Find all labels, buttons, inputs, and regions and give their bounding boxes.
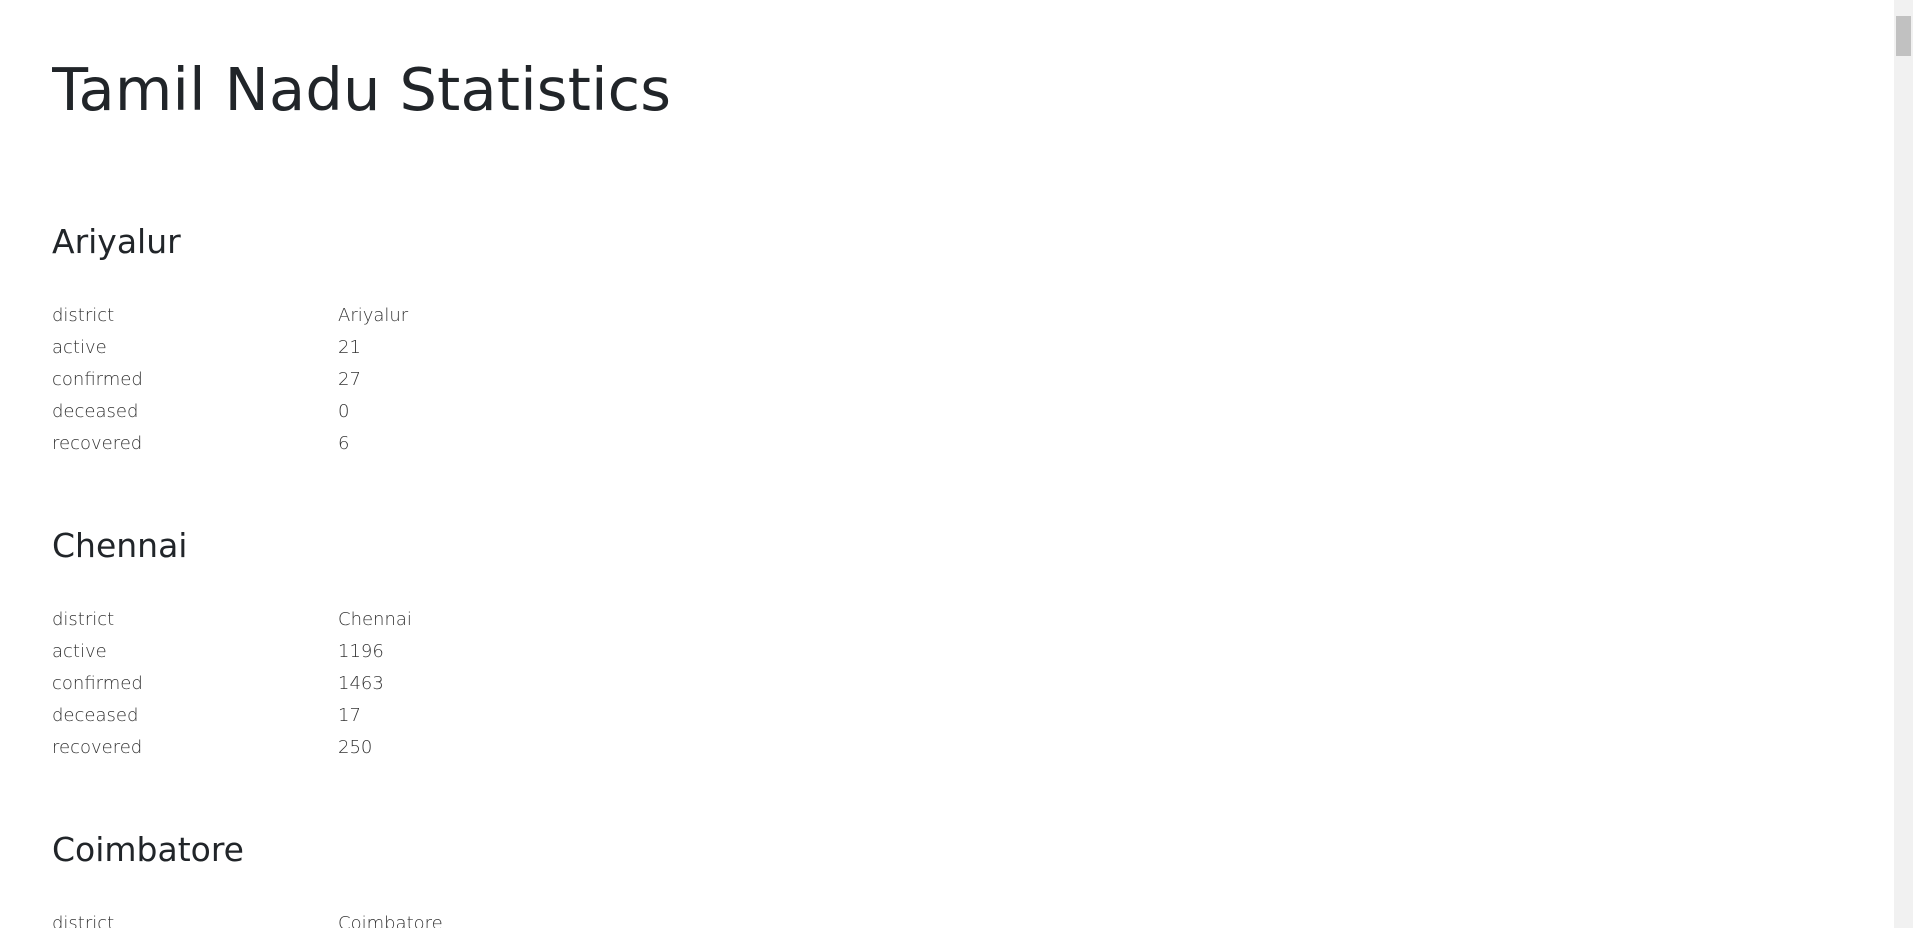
table-row: recovered 250 [52,732,412,764]
table-row: district Chennai [52,604,412,636]
stat-key: confirmed [52,673,143,694]
stat-value: Coimbatore [338,913,443,928]
district-section-chennai: Chennai district Chennai active 1196 con… [52,526,412,764]
stat-key: recovered [52,737,143,758]
table-row: deceased 17 [52,700,412,732]
district-stats-table: district Ariyalur active 21 confirmed 27… [52,300,408,460]
stat-key: recovered [52,433,143,454]
stat-key: deceased [52,401,139,422]
stat-key: district [52,913,115,928]
table-row: recovered 6 [52,428,408,460]
table-row: confirmed 27 [52,364,408,396]
stat-value: 1196 [338,641,384,662]
vertical-scrollbar[interactable] [1894,0,1913,928]
stat-value: 0 [338,401,350,422]
stat-key: district [52,305,115,326]
district-stats-table: district Coimbatore [52,908,443,928]
stat-key: district [52,609,115,630]
stat-key: deceased [52,705,139,726]
stat-key: confirmed [52,369,143,390]
district-heading: Chennai [52,526,188,565]
stat-value: 27 [338,369,361,390]
stat-key: active [52,337,107,358]
table-row: confirmed 1463 [52,668,412,700]
table-row: active 21 [52,332,408,364]
page-title: Tamil Nadu Statistics [52,55,672,124]
district-stats-table: district Chennai active 1196 confirmed 1… [52,604,412,764]
stat-value: 6 [338,433,350,454]
scrollbar-thumb[interactable] [1896,16,1911,56]
stat-value: 1463 [338,673,384,694]
table-row: district Coimbatore [52,908,443,928]
district-section-ariyalur: Ariyalur district Ariyalur active 21 con… [52,222,408,460]
stat-value: 21 [338,337,361,358]
district-heading: Coimbatore [52,830,244,869]
district-section-coimbatore: Coimbatore district Coimbatore [52,830,443,928]
table-row: active 1196 [52,636,412,668]
stat-key: active [52,641,107,662]
stat-value: Chennai [338,609,412,630]
table-row: deceased 0 [52,396,408,428]
page-content: Tamil Nadu Statistics Ariyalur district … [52,0,1852,928]
table-row: district Ariyalur [52,300,408,332]
stat-value: 17 [338,705,361,726]
stat-value: 250 [338,737,373,758]
district-heading: Ariyalur [52,222,181,261]
stat-value: Ariyalur [338,305,409,326]
